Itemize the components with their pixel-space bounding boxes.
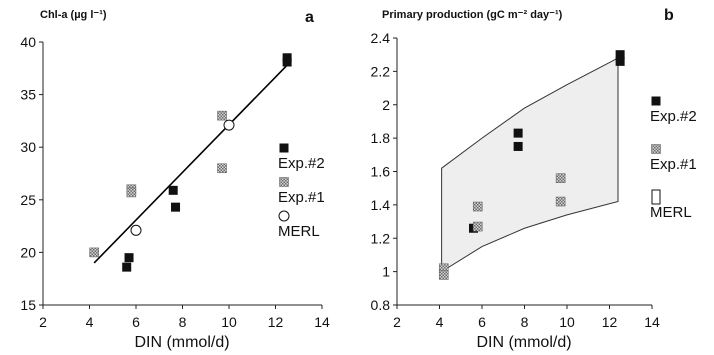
point-exp-2 — [282, 57, 292, 67]
legend-label: Exp.#2 — [278, 155, 325, 172]
point-exp-2 — [615, 56, 625, 66]
point-exp-1 — [89, 247, 99, 258]
point-exp-2 — [168, 185, 178, 195]
panel-a-marks — [89, 53, 292, 272]
point-exp-2 — [171, 202, 181, 212]
legend-label: Exp.#2 — [650, 108, 697, 125]
panel-a-x-axis-label: DIN (mmol/d) — [134, 334, 229, 351]
y-tick-label: 15 — [20, 297, 36, 313]
y-tick-label: 1.6 — [371, 164, 391, 180]
legend-marker-exp-1 — [651, 144, 661, 154]
y-tick-label: 1 — [382, 264, 390, 280]
panel-b-y-axis-label: Primary production (gC m⁻² day⁻¹) — [382, 9, 563, 21]
y-tick-label: 0.8 — [371, 297, 391, 313]
panel-b-marks — [438, 50, 625, 280]
point-exp-2 — [615, 50, 625, 60]
point-merl — [130, 224, 142, 236]
panel-b-envelope-group — [441, 57, 619, 273]
panel-b-axes: 2 4 6 8 10 12 14 0.8 1 1.2 1.4 1.6 1.8 2 2.2 2.4 — [371, 30, 660, 330]
point-exp-1 — [438, 270, 449, 280]
point-exp-1 — [472, 201, 483, 212]
point-exp-2 — [513, 141, 523, 151]
merl-envelope — [441, 57, 619, 273]
legend-marker-exp-2 — [279, 143, 289, 153]
point-exp-1 — [217, 110, 227, 121]
x-tick-label: 12 — [602, 314, 618, 330]
y-tick-label: 1.8 — [371, 130, 391, 146]
point-exp-1 — [126, 187, 137, 198]
x-tick-label: 14 — [314, 314, 330, 330]
point-exp-1 — [555, 196, 566, 207]
legend-marker-merl — [651, 189, 661, 205]
y-tick-label: 35 — [20, 87, 36, 103]
point-merl — [223, 119, 235, 131]
x-tick-label: 12 — [268, 314, 284, 330]
point-exp-2 — [124, 253, 134, 263]
legend-label: Exp.#1 — [278, 189, 325, 206]
x-tick-label: 10 — [559, 314, 575, 330]
y-tick-label: 2.4 — [371, 30, 391, 46]
panel-a: Chl-a (µg l⁻¹) a 2 4 6 8 10 12 14152025303540 … — [20, 9, 330, 351]
panel-a-label: a — [305, 9, 314, 26]
legend-marker-exp-1 — [279, 177, 289, 187]
legend-label: MERL — [278, 223, 320, 240]
point-exp-2 — [513, 128, 523, 138]
point-exp-1 — [555, 173, 566, 183]
point-exp-2 — [122, 262, 132, 272]
panel-a-legend: Exp.#2 Exp.#1 MERL — [278, 143, 325, 240]
y-tick-label: 30 — [20, 139, 36, 155]
legend-marker-merl — [278, 210, 290, 222]
panel-b-label: b — [664, 7, 674, 24]
y-tick-label: 20 — [20, 244, 36, 260]
x-tick-label: 2 — [39, 314, 47, 330]
y-tick-label: 40 — [20, 34, 36, 50]
panel-b-x-axis-label: DIN (mmol/d) — [476, 334, 571, 351]
x-tick-label: 4 — [436, 314, 444, 330]
panel-b: Primary production (gC m⁻² day⁻¹) b 2 4 6 8… — [371, 7, 697, 351]
y-tick-label: 1.2 — [371, 230, 391, 246]
panel-a-y-axis-label: Chl-a (µg l⁻¹) — [40, 9, 107, 21]
x-tick-label: 4 — [86, 314, 94, 330]
point-exp-1 — [217, 163, 227, 174]
x-tick-label: 8 — [521, 314, 529, 330]
y-tick-label: 2.2 — [371, 63, 391, 79]
legend-label: Exp.#1 — [650, 156, 697, 173]
x-tick-label: 10 — [221, 314, 237, 330]
y-tick-label: 1.4 — [371, 197, 391, 213]
x-tick-label: 2 — [393, 314, 401, 330]
x-tick-label: 14 — [644, 314, 660, 330]
panel-a-axes: 2 4 6 8 10 12 14 15 20 25 30 35 40 — [20, 34, 330, 330]
legend-marker-exp-2 — [651, 96, 661, 106]
x-tick-label: 6 — [478, 314, 486, 330]
regression-line — [93, 64, 288, 264]
x-tick-label: 8 — [179, 314, 187, 330]
x-tick-label: 6 — [132, 314, 140, 330]
point-exp-1 — [472, 221, 483, 232]
y-tick-label: 25 — [20, 192, 36, 208]
legend-label: MERL — [650, 204, 692, 221]
panel-b-legend: Exp.#2 Exp.#1 MERL — [650, 96, 697, 221]
y-tick-label: 2 — [382, 97, 390, 113]
